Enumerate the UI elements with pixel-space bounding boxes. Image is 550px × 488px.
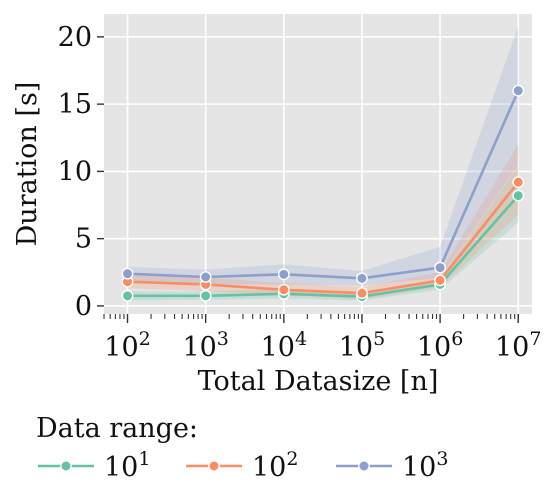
data-point [356, 287, 368, 300]
series-line [127, 194, 520, 298]
data-point [121, 267, 134, 280]
legend-title: Data range: [36, 413, 198, 444]
data-point [512, 189, 525, 202]
x-axis-label: Total Datasize [n] [198, 366, 439, 397]
data-point [512, 84, 525, 97]
legend-entry: 103 [336, 448, 448, 483]
series-line [127, 181, 520, 295]
data-point [356, 272, 368, 285]
y-tick-label: 15 [58, 89, 92, 120]
x-tick-label: 106 [417, 328, 463, 363]
y-axis-ticks: 0 5 10 15 20 [58, 22, 104, 322]
data-point [199, 271, 212, 283]
y-tick-label: 20 [58, 22, 92, 53]
x-tick-label: 104 [261, 328, 307, 363]
y-tick-label: 0 [75, 291, 92, 322]
legend-marker [208, 460, 220, 472]
data-point [199, 289, 212, 302]
legend-entry: 101 [38, 448, 150, 483]
x-tick-label: 103 [182, 328, 228, 363]
x-tick-label: 102 [104, 328, 150, 363]
data-point [277, 283, 290, 296]
data-point [512, 176, 525, 189]
series-line [127, 90, 520, 280]
legend-label: 102 [252, 448, 298, 483]
plot-background [104, 14, 532, 314]
y-tick-label: 10 [58, 156, 92, 187]
data-point [434, 261, 446, 274]
legend-entry: 102 [186, 448, 298, 483]
legend-label: 101 [104, 448, 150, 483]
legend-marker [60, 460, 72, 472]
series-lines [127, 90, 520, 298]
y-axis-label: Duration [s] [12, 82, 43, 247]
series-points [121, 84, 525, 303]
legend-marker [358, 460, 370, 472]
data-point [121, 289, 134, 302]
x-tick-label: 105 [339, 328, 385, 363]
y-tick-label: 5 [75, 224, 92, 255]
x-axis-ticks: 102 103 104 105 106 107 [103, 314, 541, 363]
data-point [277, 268, 290, 281]
data-point [434, 274, 446, 287]
legend-label: 103 [402, 448, 448, 483]
x-tick-label: 107 [495, 328, 541, 363]
legend: 101 102 103 [38, 448, 448, 483]
